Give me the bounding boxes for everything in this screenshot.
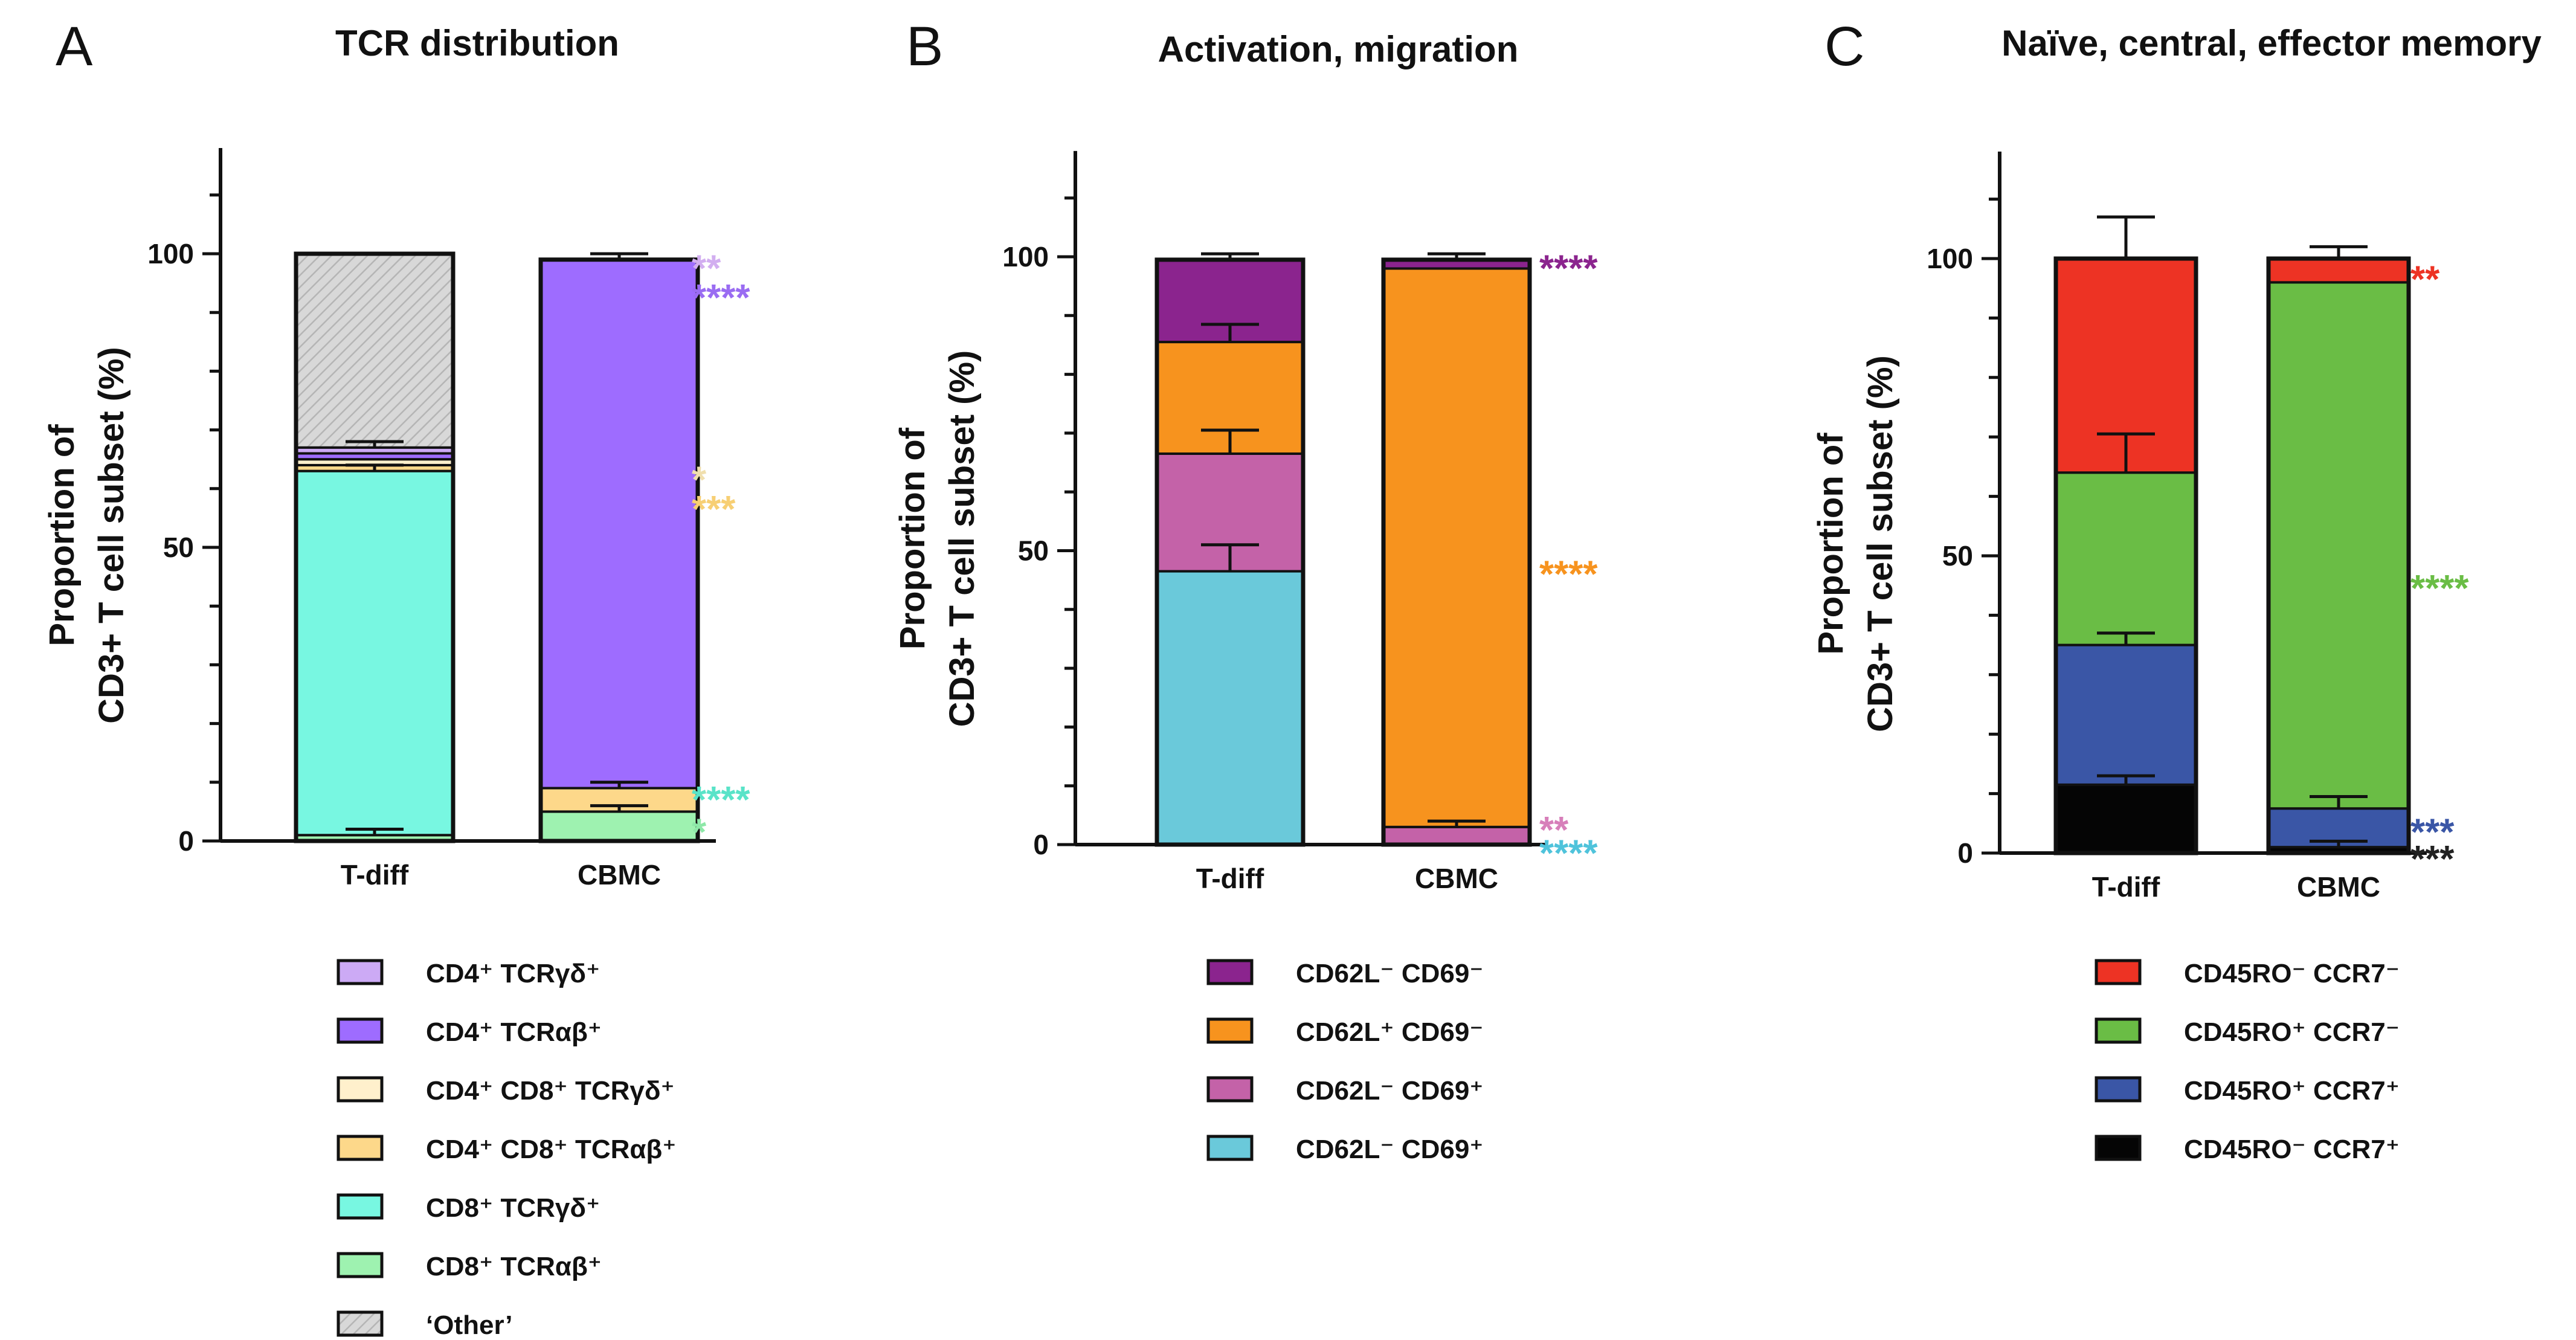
legend-swatch xyxy=(336,959,384,985)
legend-label: CD62L⁻ CD69⁺ xyxy=(1296,1135,1484,1164)
panel-letter: B xyxy=(906,16,943,77)
y-tick-label: 100 xyxy=(1002,241,1049,272)
bar-segment xyxy=(539,810,699,843)
bar-segment xyxy=(2267,281,2410,810)
x-category-label: T-diff xyxy=(341,859,409,891)
legend-swatch xyxy=(2095,1076,2142,1103)
legend-label: CD8⁺ TCRαβ⁺ xyxy=(426,1252,602,1281)
panel-letter: A xyxy=(56,16,93,77)
bar-segment xyxy=(2055,783,2197,854)
y-tick-label: 0 xyxy=(1957,837,1973,869)
y-tick-label: 100 xyxy=(147,238,194,269)
x-category-label: CBMC xyxy=(2297,871,2380,903)
legend-swatch xyxy=(1206,959,1254,985)
significance-marker: ** xyxy=(692,248,721,289)
bar-segment xyxy=(295,469,454,837)
legend-label: CD4⁺ TCRαβ⁺ xyxy=(426,1017,602,1047)
legend-label: CD45RO⁻ CCR7⁺ xyxy=(2184,1135,2400,1164)
significance-marker: ** xyxy=(1539,810,1569,851)
legend-swatch xyxy=(2095,1135,2142,1161)
legend-swatch xyxy=(336,1252,384,1278)
legend-swatch xyxy=(336,1017,384,1044)
panel-A: A TCR distribution Proportion of CD3+ T cel… xyxy=(42,16,750,1340)
bar-segment xyxy=(295,253,454,449)
significance-marker: **** xyxy=(692,277,750,319)
x-category-label: CBMC xyxy=(1415,863,1498,894)
legend-label: ‘Other’ xyxy=(426,1310,512,1340)
significance-marker: *** xyxy=(2410,812,2455,854)
panel-title: Activation, migration xyxy=(1158,29,1519,69)
legend-label: CD4⁺ TCRγδ⁺ xyxy=(426,959,600,988)
legend-swatch xyxy=(1206,1135,1254,1161)
y-tick-label: 0 xyxy=(1033,829,1049,860)
legend-swatch xyxy=(336,1076,384,1103)
bar-segment xyxy=(2267,257,2410,284)
significance-marker: * xyxy=(692,812,707,854)
legend-swatch xyxy=(1206,1017,1254,1044)
legend-label: CD45RO⁺ CCR7⁺ xyxy=(2184,1076,2400,1106)
legend-label: CD45RO⁻ CCR7⁻ xyxy=(2184,959,2400,988)
legend-label: CD8⁺ TCRγδ⁺ xyxy=(426,1193,600,1223)
panel-B: B Activation, migration Proportion of CD3+ … xyxy=(893,16,1598,1164)
panel-title: Naïve, central, effector memory xyxy=(2001,23,2542,63)
y-axis-label: Proportion of xyxy=(42,424,82,646)
y-tick-label: 0 xyxy=(178,825,194,857)
legend-label: CD62L⁺ CD69⁻ xyxy=(1296,1017,1484,1047)
y-tick-label: 50 xyxy=(1018,535,1049,567)
significance-marker: **** xyxy=(1539,554,1598,596)
legend-swatch xyxy=(336,1193,384,1220)
legend-swatch xyxy=(1206,1076,1254,1103)
bar-segment xyxy=(1382,825,1531,846)
panel-letter: C xyxy=(1824,16,1864,77)
significance-marker: **** xyxy=(2410,568,2469,610)
y-axis-label: Proportion of xyxy=(893,427,932,649)
y-tick-label: 50 xyxy=(163,532,194,563)
panel-title: TCR distribution xyxy=(335,23,619,63)
significance-marker: **** xyxy=(1539,248,1598,290)
bar-segment xyxy=(539,258,699,790)
legend-swatch xyxy=(2095,959,2142,985)
x-category-label: CBMC xyxy=(578,859,661,891)
legend-label: CD45RO⁺ CCR7⁻ xyxy=(2184,1017,2400,1047)
y-tick-label: 50 xyxy=(1942,540,1973,572)
x-category-label: T-diff xyxy=(2092,871,2160,903)
legend-swatch xyxy=(336,1310,384,1337)
legend-label: CD4⁺ CD8⁺ TCRαβ⁺ xyxy=(426,1135,677,1164)
bar-segment xyxy=(2055,471,2197,646)
significance-marker: **** xyxy=(692,779,750,821)
panel-C: C Naïve, central, effector memory Proporti… xyxy=(1811,16,2542,1164)
panels: A TCR distribution Proportion of CD3+ T cel… xyxy=(42,16,2542,1340)
legend-swatch xyxy=(336,1135,384,1161)
significance-marker: *** xyxy=(2410,839,2455,880)
bar-segment xyxy=(1382,267,1531,828)
bar-segment xyxy=(1156,570,1304,846)
significance-marker: *** xyxy=(692,489,736,530)
significance-marker: **** xyxy=(1539,833,1598,875)
legend-label: CD62L⁻ CD69⁻ xyxy=(1296,959,1484,988)
legend-label: CD4⁺ CD8⁺ TCRγδ⁺ xyxy=(426,1076,675,1106)
y-axis-label: CD3+ T cell subset (%) xyxy=(1861,355,1900,732)
y-axis-label: Proportion of xyxy=(1811,433,1850,655)
significance-marker: ** xyxy=(2410,259,2440,301)
bar-segment xyxy=(2055,643,2197,786)
legend-swatch xyxy=(2095,1017,2142,1044)
y-axis-label: CD3+ T cell subset (%) xyxy=(942,350,982,727)
x-category-label: T-diff xyxy=(1196,863,1264,894)
y-tick-label: 100 xyxy=(1927,243,1973,274)
significance-marker: * xyxy=(692,459,707,501)
y-axis-label: CD3+ T cell subset (%) xyxy=(92,347,131,724)
legend-label: CD62L⁻ CD69⁺ xyxy=(1296,1076,1484,1106)
